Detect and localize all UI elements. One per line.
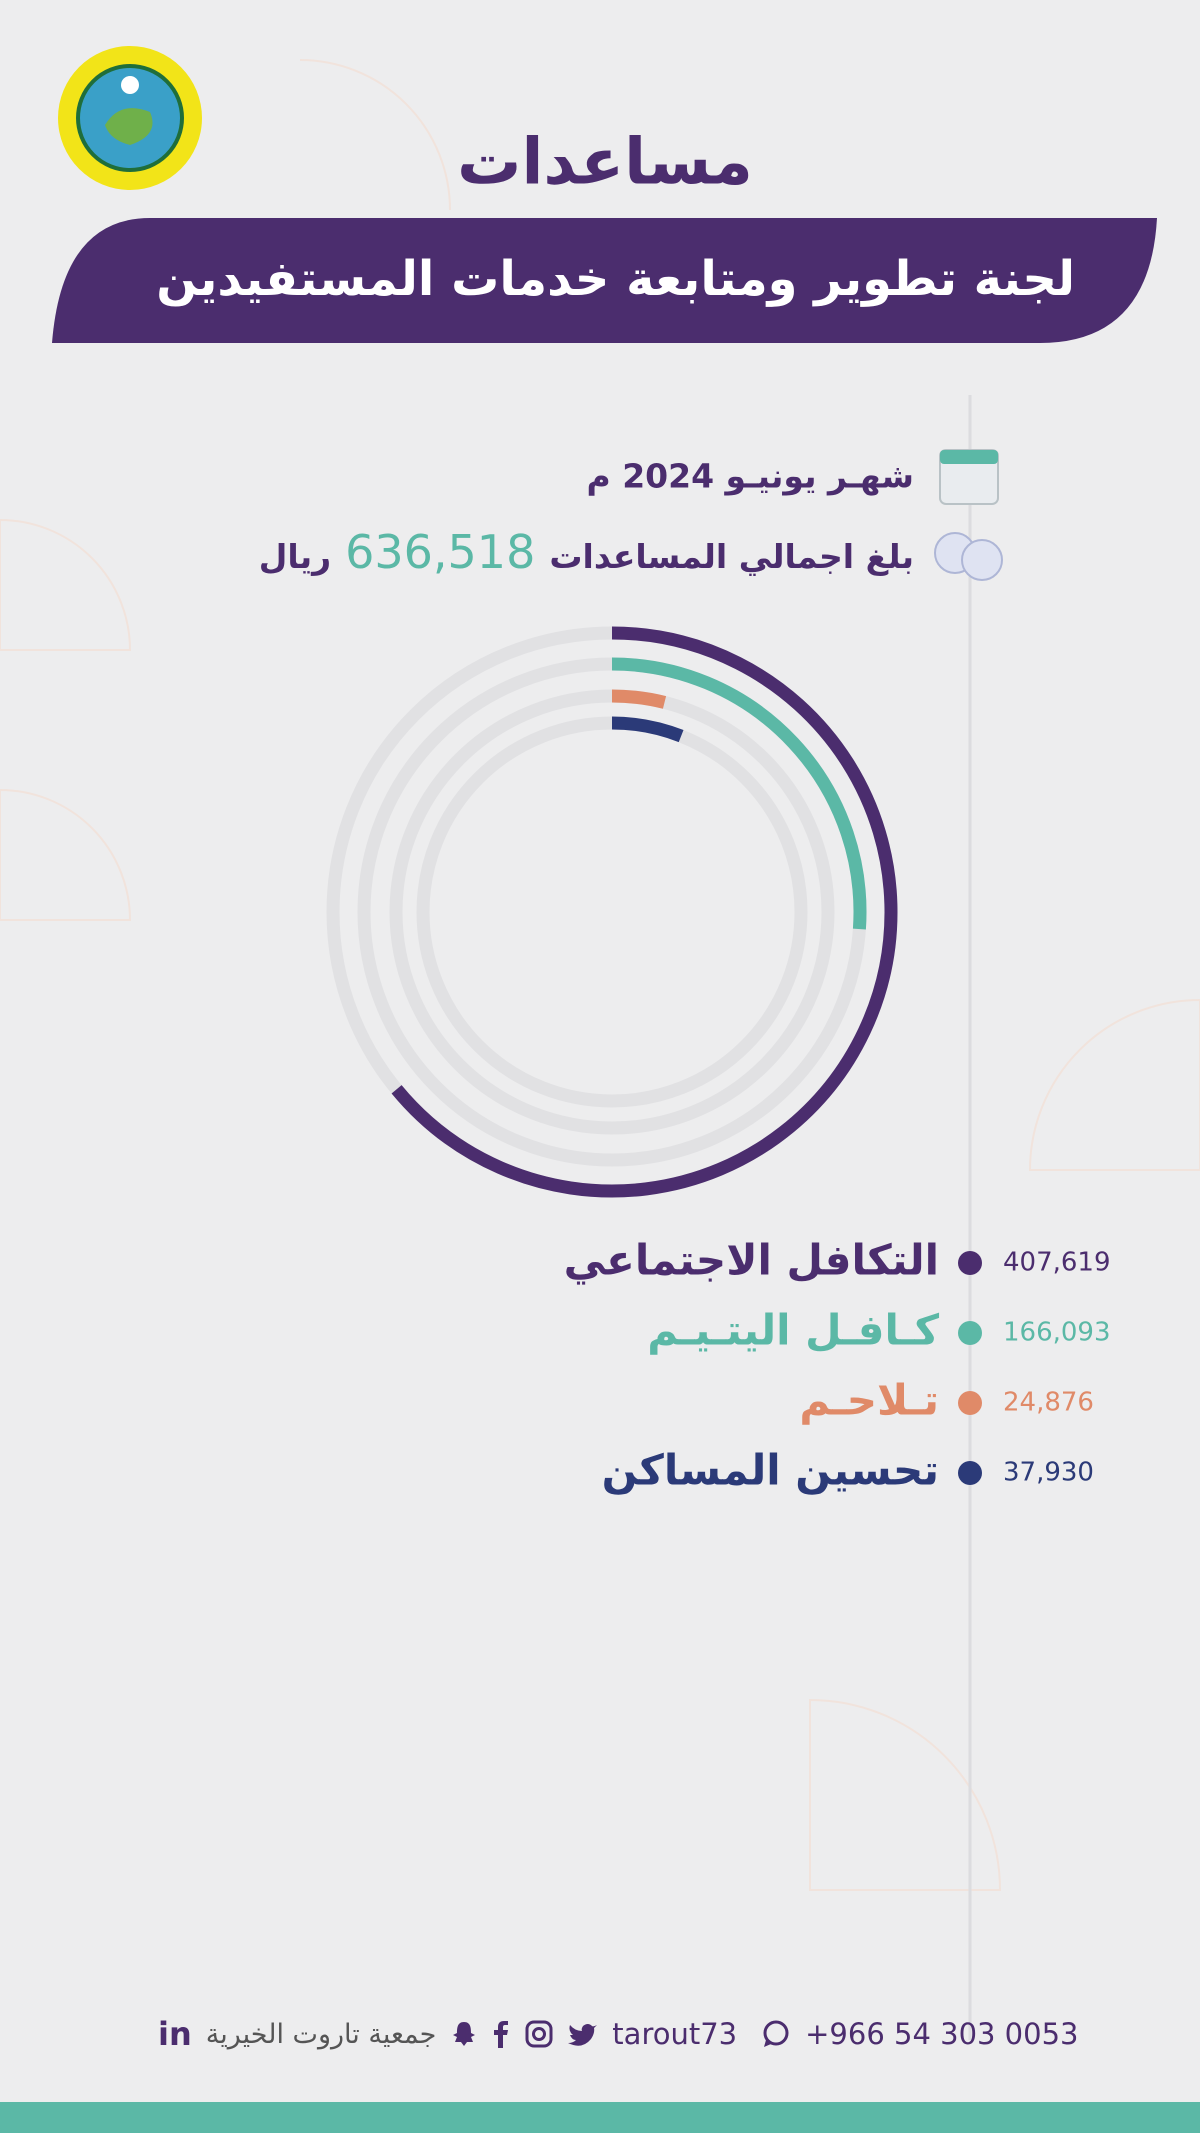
- month: شهـر يونيـو 2024 م: [587, 457, 914, 497]
- arc-bar: [611, 657, 867, 930]
- legend-label: تحسين المساكن: [602, 1446, 939, 1496]
- currency: ريال: [258, 537, 332, 576]
- legend-label: كـافـل اليتـيـم: [647, 1306, 939, 1355]
- legend-label: التكافل الاجتماعي: [564, 1236, 939, 1286]
- logo: [58, 46, 202, 190]
- value-label: 24,876: [1003, 1388, 1094, 1418]
- total-row: بلغ اجمالي المساعدات 636,518 ريال: [259, 525, 914, 579]
- arc-bar: [611, 689, 667, 709]
- legend-dot: [958, 1251, 982, 1275]
- value-label: 37,930: [1003, 1458, 1094, 1488]
- title: مساعدات: [457, 126, 753, 200]
- whatsapp-icon: [763, 2020, 789, 2047]
- twitter-icon: [568, 2024, 598, 2046]
- value-label: 407,619: [1003, 1248, 1111, 1278]
- snapchat-icon: [453, 2022, 476, 2046]
- banner: [52, 218, 1157, 343]
- coins-icon: [934, 532, 1003, 581]
- background-decor: [0, 59, 1200, 1891]
- total-text: بلغ اجمالي المساعدات: [549, 537, 914, 576]
- radial-chart: التكافل الاجتماعي 407,619 كـافـل اليتـيـم 1…: [326, 626, 1111, 1496]
- phone: +966 54 303 0053: [805, 2017, 1079, 2051]
- legend-dot: [958, 1461, 982, 1485]
- legend-dot: [958, 1321, 982, 1345]
- instagram-icon: [525, 2020, 553, 2048]
- ring-track: [389, 689, 835, 1135]
- bottom-bar: [0, 2102, 1200, 2133]
- org-name: جمعية تاروت الخيرية: [205, 2018, 437, 2050]
- banner-text: لجنة تطوير ومتابعة خدمات المستفيدين: [156, 251, 1075, 307]
- facebook-icon: [494, 2021, 509, 2048]
- arc-bar: [611, 716, 684, 743]
- footer: in جمعية تاروت الخيرية tarout73 +966 54 …: [158, 2012, 1079, 2056]
- legend-dot: [958, 1391, 982, 1415]
- linkedin-icon: in: [158, 2015, 192, 2053]
- calendar-icon: [939, 449, 999, 505]
- legend-label: تـلاحـم: [799, 1376, 939, 1425]
- arc-bar: [391, 626, 898, 1198]
- ring-track: [416, 716, 808, 1108]
- total-value: 636,518: [345, 525, 536, 579]
- value-label: 166,093: [1003, 1318, 1111, 1348]
- handle: tarout73: [612, 2017, 738, 2051]
